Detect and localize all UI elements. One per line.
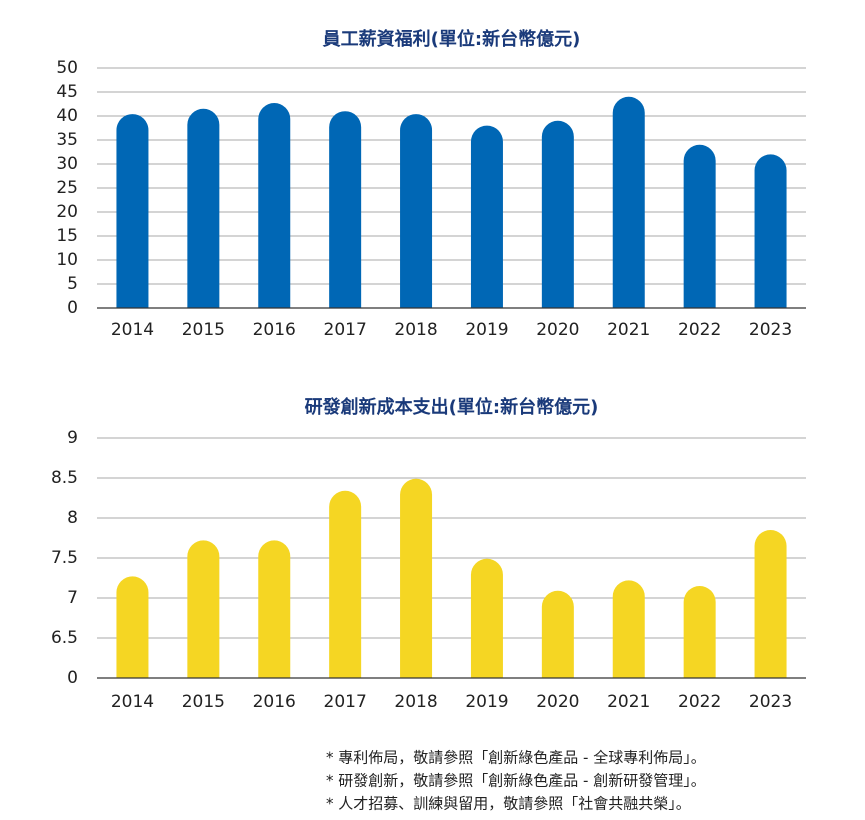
bar [116,576,149,678]
x-tick-label: 2014 [111,692,154,712]
bar [116,114,149,308]
x-tick-label: 2014 [111,320,154,340]
y-tick-label: 25 [56,178,78,198]
y-tick-label: 9 [67,428,78,448]
bar [258,103,291,308]
x-tick-label: 2016 [253,320,296,340]
x-tick-label: 2023 [749,320,792,340]
x-tick-label: 2017 [324,692,367,712]
x-tick-label: 2019 [465,320,508,340]
chart-title: 員工薪資福利(單位:新台幣億元) [322,28,581,50]
bar [612,96,645,308]
y-tick-label: 30 [56,154,78,174]
bar [187,108,220,308]
y-tick-label: 6.5 [51,628,78,648]
note: * 專利佈局，敬請參照「創新綠色產品 - 全球專利佈局」。 [326,749,706,767]
bar [400,114,433,308]
x-tick-label: 2023 [749,692,792,712]
y-tick-label: 5 [67,274,78,294]
y-tick-label: 7 [67,588,78,608]
y-tick-label: 20 [56,202,78,222]
bar [754,154,787,308]
y-tick-label: 50 [56,58,78,78]
x-tick-label: 2022 [678,320,721,340]
x-tick-label: 2022 [678,692,721,712]
x-tick-label: 2020 [536,320,579,340]
y-tick-label: 8.5 [51,468,78,488]
y-tick-label: 45 [56,82,78,102]
bar [329,111,362,308]
bar [470,125,503,308]
x-tick-label: 2017 [324,320,367,340]
x-tick-label: 2020 [536,692,579,712]
y-tick-label: 0 [67,668,78,688]
x-tick-label: 2015 [182,320,225,340]
bar [683,586,716,678]
bar [541,590,574,678]
x-tick-label: 2021 [607,692,650,712]
y-tick-label: 15 [56,226,78,246]
y-tick-label: 7.5 [51,548,78,568]
bar [258,540,291,678]
bar [612,580,645,678]
y-tick-label: 35 [56,130,78,150]
x-tick-label: 2018 [394,320,437,340]
y-tick-label: 0 [67,298,78,318]
bar [470,558,503,678]
chart-title: 研發創新成本支出(單位:新台幣億元) [305,396,599,418]
x-tick-label: 2019 [465,692,508,712]
bar [541,120,574,308]
bar [329,490,362,678]
x-tick-label: 2021 [607,320,650,340]
x-tick-label: 2015 [182,692,225,712]
bar [400,478,433,678]
y-tick-label: 10 [56,250,78,270]
bar [187,540,220,678]
x-tick-label: 2018 [394,692,437,712]
note: * 研發創新，敬請參照「創新綠色產品 - 創新研發管理」。 [326,772,706,790]
y-tick-label: 8 [67,508,78,528]
y-tick-label: 40 [56,106,78,126]
bar [683,144,716,308]
x-tick-label: 2016 [253,692,296,712]
note: * 人才招募、訓練與留用，敬請參照「社會共融共榮」。 [326,795,691,813]
bar [754,530,787,678]
